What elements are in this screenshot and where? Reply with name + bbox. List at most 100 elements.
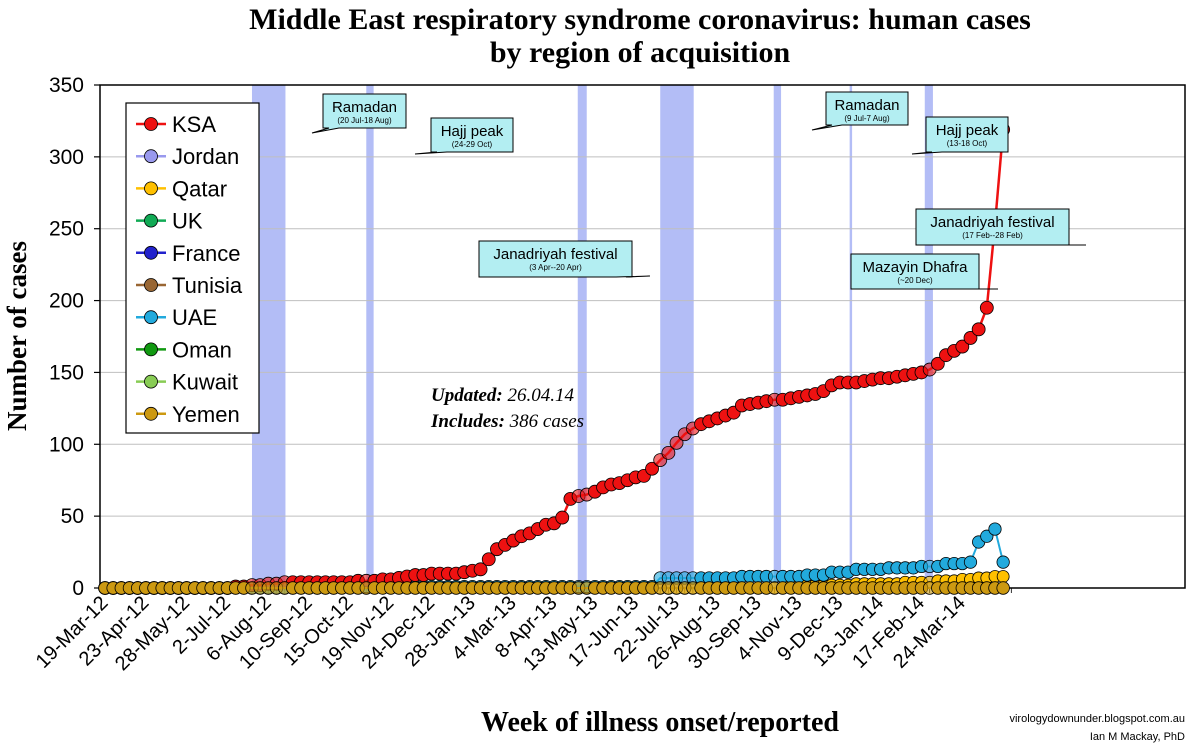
legend-label: UK xyxy=(172,209,203,234)
annotation-callout: Mazayin Dhafra(~20 Dec) xyxy=(850,253,998,290)
legend-swatch-marker xyxy=(144,406,158,421)
y-tick-label: 100 xyxy=(49,433,84,456)
callout-box xyxy=(478,240,651,278)
data-point xyxy=(996,555,1010,569)
event-band xyxy=(849,85,853,588)
callout-subtitle: (9 Jul-7 Aug) xyxy=(844,114,890,123)
annotation-callout: Hajj peak(13-18 Oct) xyxy=(911,116,1009,155)
y-tick-label: 200 xyxy=(49,290,84,313)
legend-label: Kuwait xyxy=(172,370,238,395)
data-point xyxy=(661,446,676,460)
legend-label: Oman xyxy=(172,337,232,362)
data-point xyxy=(971,322,986,337)
legend-label: Yemen xyxy=(172,402,240,427)
callout-title: Mazayin Dhafra xyxy=(862,259,968,276)
callout-title: Janadriyah festival xyxy=(493,246,617,263)
legend-label: Qatar xyxy=(172,176,227,201)
y-tick-label: 300 xyxy=(49,146,84,169)
updated-text: Updated: 26.04.14 xyxy=(431,385,575,406)
legend-item-kuwait: Kuwait xyxy=(136,370,238,395)
x-axis-ticks: 19-Mar-1223-Apr-1228-May-122-Jul-126-Aug… xyxy=(32,588,1012,675)
legend-swatch-marker xyxy=(144,310,158,325)
series-yemen xyxy=(98,581,1010,595)
annotation-callout: Janadriyah festival(17 Feb--28 Feb) xyxy=(915,208,1086,246)
callout-box xyxy=(414,117,514,155)
annotation-callout: Janadriyah festival(3 Apr--20 Apr) xyxy=(478,240,651,278)
legend-item-ksa: KSA xyxy=(136,112,216,137)
callout-box xyxy=(850,253,998,290)
callout-box xyxy=(911,116,1009,155)
callout-title: Hajj peak xyxy=(441,123,504,140)
event-annotations: Ramadan(20 Jul-18 Aug)Hajj peak(24-29 Oc… xyxy=(311,91,1086,290)
callout-subtitle: (20 Jul-18 Aug) xyxy=(337,116,392,125)
callout-title: Ramadan xyxy=(332,99,397,116)
legend-item-yemen: Yemen xyxy=(136,402,240,427)
callout-subtitle: (~20 Dec) xyxy=(897,276,933,285)
data-point xyxy=(955,339,970,354)
legend-label: France xyxy=(172,241,240,266)
data-point xyxy=(930,356,945,371)
legend-label: KSA xyxy=(172,112,216,137)
event-band xyxy=(366,85,374,588)
callout-box xyxy=(311,93,407,134)
callout-title: Hajj peak xyxy=(936,122,999,139)
y-tick-label: 250 xyxy=(49,218,84,241)
legend-swatch-marker xyxy=(144,342,158,357)
data-point xyxy=(988,522,1002,536)
includes-text: Includes: 386 cases xyxy=(430,411,584,432)
data-point xyxy=(669,435,684,450)
legend: KSA Jordan Qatar UK France Tunisia UAE Oman Kuwa… xyxy=(125,102,260,434)
event-band xyxy=(773,85,782,588)
data-point xyxy=(963,555,978,569)
legend-swatch-marker xyxy=(144,278,158,292)
y-tick-label: 350 xyxy=(49,74,84,97)
legend-item-qatar: Qatar xyxy=(136,176,227,201)
credit-blog: virologydownunder.blogspot.com.au xyxy=(1009,713,1185,725)
data-point xyxy=(555,510,570,525)
legend-swatch-marker xyxy=(144,213,158,228)
legend-item-uk: UK xyxy=(136,209,203,234)
annotation-callout: Ramadan(9 Jul-7 Aug) xyxy=(811,91,909,131)
event-band xyxy=(924,85,933,588)
legend-label: Tunisia xyxy=(172,273,243,298)
event-bands xyxy=(251,85,933,588)
y-tick-label: 0 xyxy=(72,577,84,600)
legend-item-tunisia: Tunisia xyxy=(136,273,243,298)
data-point xyxy=(979,300,994,315)
y-axis-label: Number of cases xyxy=(2,241,32,431)
callout-subtitle: (13-18 Oct) xyxy=(947,139,988,148)
data-point xyxy=(473,562,488,577)
callout-title: Janadriyah festival xyxy=(930,214,1054,231)
legend-item-france: France xyxy=(136,241,240,266)
chart-title-line1: Middle East respiratory syndrome coronav… xyxy=(249,3,1031,36)
callout-title: Ramadan xyxy=(834,97,899,114)
callout-subtitle: (24-29 Oct) xyxy=(452,140,493,149)
legend-swatch-marker xyxy=(144,117,158,131)
update-note: Updated: 26.04.14 Includes: 386 cases xyxy=(430,385,584,432)
annotation-callout: Hajj peak(24-29 Oct) xyxy=(414,117,514,155)
legend-item-uae: UAE xyxy=(136,305,217,330)
legend-swatch-marker xyxy=(144,374,158,389)
callout-subtitle: (17 Feb--28 Feb) xyxy=(962,231,1023,240)
data-point xyxy=(645,461,659,476)
callout-box xyxy=(811,91,909,131)
data-point xyxy=(481,552,496,567)
event-band xyxy=(660,85,694,588)
data-point xyxy=(996,581,1010,595)
callout-box xyxy=(915,208,1086,246)
y-tick-label: 150 xyxy=(49,361,84,384)
legend-item-oman: Oman xyxy=(136,337,232,362)
series-layer xyxy=(98,122,1011,595)
credit-author: Ian M Mackay, PhD xyxy=(1090,731,1185,743)
legend-label: UAE xyxy=(172,305,217,330)
legend-swatch-marker xyxy=(144,181,158,196)
y-axis-ticks: 0 50 100 150 200 250 300 350 xyxy=(49,74,100,600)
data-point xyxy=(996,570,1010,583)
x-axis-label: Week of illness onset/reported xyxy=(481,707,839,738)
legend-swatch-marker xyxy=(144,245,158,260)
legend-item-jordan: Jordan xyxy=(136,144,239,169)
event-band xyxy=(577,85,587,588)
chart-title-line2: by region of acquisition xyxy=(490,36,791,69)
data-point xyxy=(963,331,978,345)
